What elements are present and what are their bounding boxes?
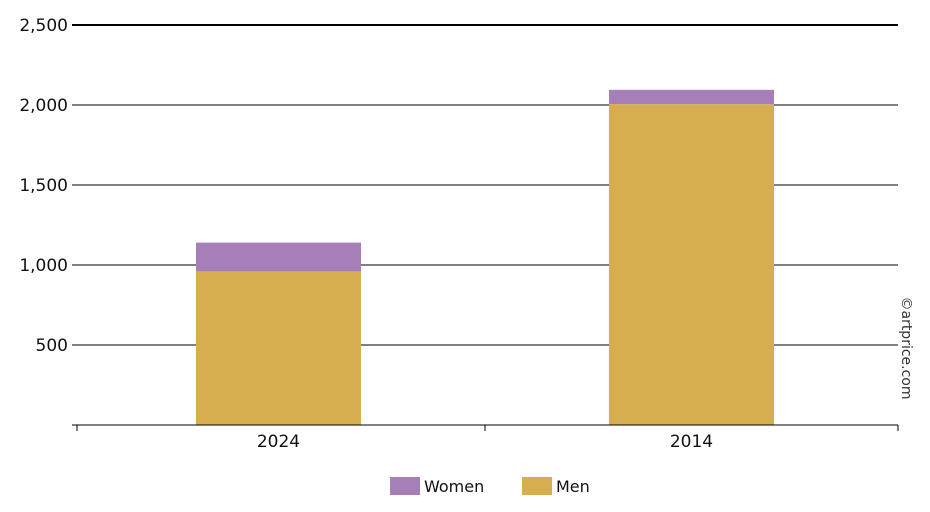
y-tick-label: 1,500 (19, 176, 68, 196)
x-axis (72, 424, 899, 431)
legend-label-women: Women (424, 477, 484, 496)
y-tick-label: 1,000 (19, 256, 68, 276)
bar-women-2014 (609, 89, 774, 105)
credit-text: ©artprice.com (898, 296, 914, 399)
y-tick-label: 2,500 (19, 16, 68, 36)
gridlines (72, 24, 898, 346)
x-tick-labels: 2024 2014 (257, 432, 713, 452)
legend-label-men: Men (556, 477, 590, 496)
y-tick-labels: 500 1,000 1,500 2,000 2,500 (19, 16, 68, 356)
x-tick-label-2014: 2014 (670, 432, 713, 452)
legend-swatch-women (390, 477, 420, 495)
legend-swatch-men (522, 477, 552, 495)
y-tick-label: 500 (36, 336, 68, 356)
x-tick-label-2024: 2024 (257, 432, 300, 452)
bars (196, 89, 774, 425)
bar-men-2024 (196, 271, 361, 425)
bar-men-2014 (609, 104, 774, 425)
bar-women-2024 (196, 242, 361, 272)
y-tick-label: 2,000 (19, 96, 68, 116)
legend: Women Men (390, 477, 590, 496)
